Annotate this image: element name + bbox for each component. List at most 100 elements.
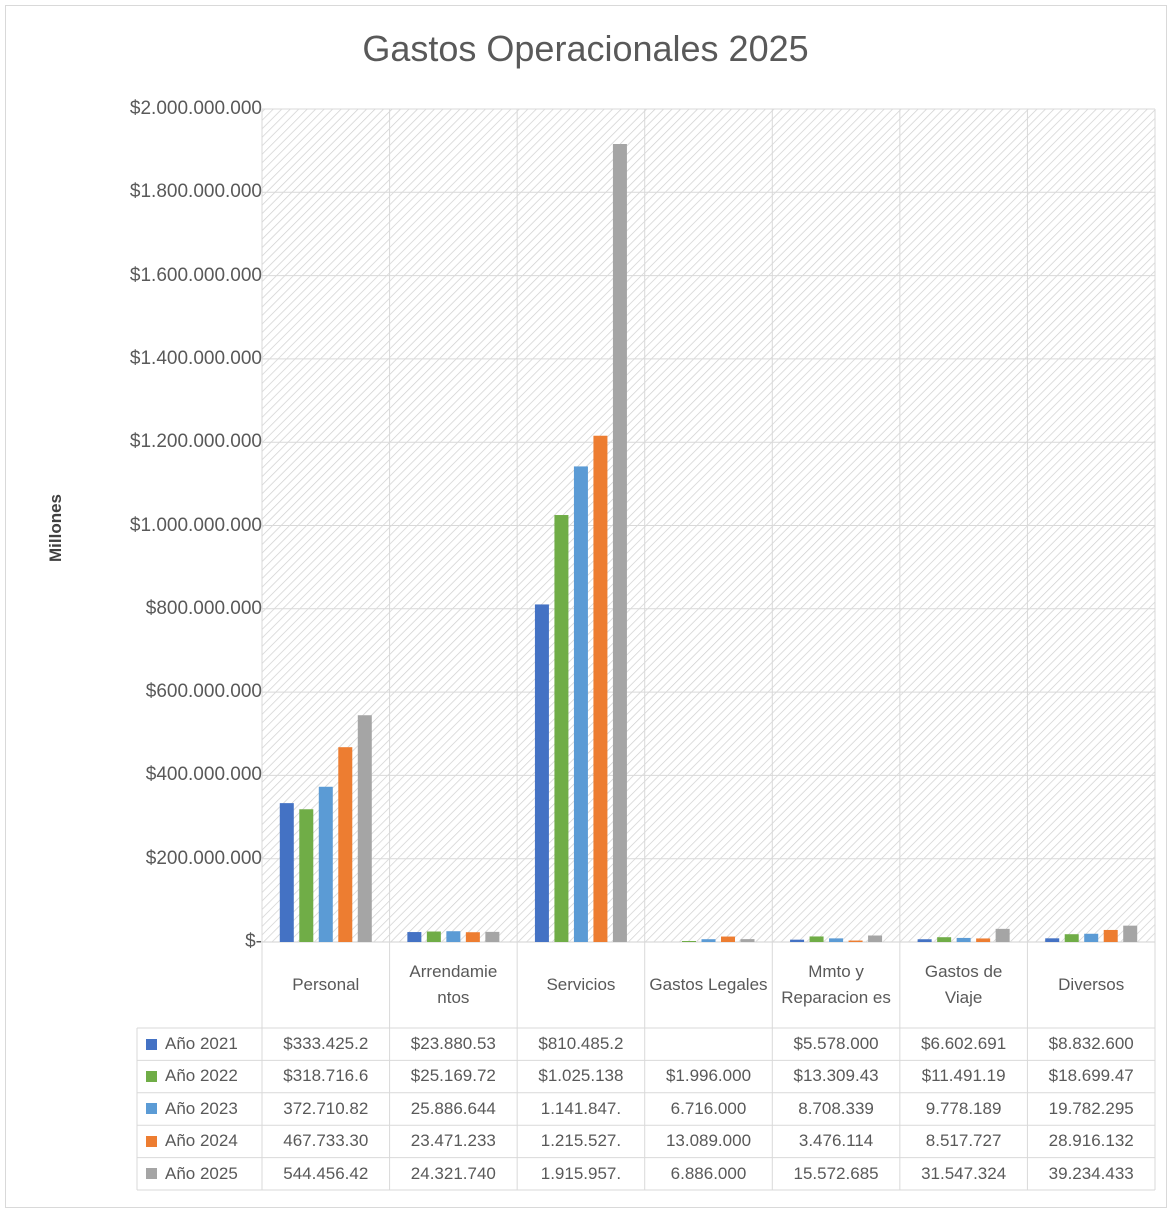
data-table-cell: 544.456.42 bbox=[283, 1163, 369, 1183]
x-tick-label: Servicios bbox=[546, 975, 616, 994]
bar bbox=[1123, 925, 1138, 942]
data-table-cell: 1.215.527. bbox=[540, 1131, 622, 1151]
legend-label: Año 2024 bbox=[165, 1131, 238, 1151]
data-table-cell: 6.886.000 bbox=[670, 1163, 747, 1183]
bar bbox=[848, 940, 863, 942]
bar bbox=[357, 715, 372, 942]
bar bbox=[682, 941, 696, 942]
legend-entry: Año 2025 bbox=[146, 1158, 238, 1190]
data-table-cell: 6.716.000 bbox=[670, 1098, 747, 1118]
bar bbox=[593, 435, 608, 942]
x-tick-label: Arrendamie ntos bbox=[409, 962, 498, 1007]
bar bbox=[1103, 929, 1118, 942]
bar bbox=[465, 932, 480, 942]
bar bbox=[829, 938, 844, 942]
data-table-cell: $810.485.2 bbox=[538, 1034, 624, 1053]
legend-swatch bbox=[146, 1103, 157, 1115]
legend-entry: Año 2023 bbox=[146, 1093, 238, 1125]
data-table-cell: $11.491.19 bbox=[921, 1066, 1006, 1086]
bar bbox=[279, 803, 294, 942]
x-tick-label: Mmto y Reparacion es bbox=[781, 962, 891, 1007]
data-table-cell: $8.832.600 bbox=[1048, 1034, 1134, 1053]
legend-label: Año 2025 bbox=[165, 1163, 238, 1183]
bar bbox=[937, 937, 952, 942]
bar bbox=[1064, 934, 1079, 942]
x-tick-label: Diversos bbox=[1058, 975, 1125, 994]
legend-label: Año 2023 bbox=[165, 1098, 238, 1118]
data-table-cell: $13.309.43 bbox=[793, 1066, 879, 1086]
x-tick-label: Gastos Legales bbox=[649, 975, 768, 994]
bar bbox=[318, 786, 333, 942]
data-table-cell: 9.778.189 bbox=[925, 1098, 1002, 1118]
bar bbox=[534, 604, 549, 942]
data-table-cell bbox=[645, 1028, 773, 1060]
legend-label: Año 2021 bbox=[165, 1034, 238, 1053]
legend-entry: Año 2024 bbox=[146, 1125, 238, 1157]
y-tick-label: $200.000.000 bbox=[145, 847, 262, 869]
y-tick-label: $- bbox=[245, 931, 262, 952]
legend-swatch bbox=[146, 1070, 157, 1082]
bar bbox=[701, 939, 716, 942]
bar bbox=[446, 931, 461, 942]
bar bbox=[976, 938, 991, 942]
data-table-cell: 372.710.82 bbox=[283, 1098, 369, 1118]
y-tick-label: $800.000.000 bbox=[145, 597, 262, 619]
y-tick-label: $1.600.000.000 bbox=[129, 264, 262, 286]
chart-frame bbox=[5, 5, 1167, 1208]
bar bbox=[426, 931, 441, 942]
bar bbox=[485, 931, 500, 942]
bar bbox=[790, 939, 805, 942]
data-table-cell: 24.321.740 bbox=[410, 1163, 496, 1183]
legend-entry: Año 2021 bbox=[146, 1028, 238, 1060]
data-table-cell: 13.089.000 bbox=[665, 1131, 752, 1151]
data-table-cell: 15.572.685 bbox=[793, 1163, 879, 1183]
bar bbox=[299, 809, 314, 942]
y-tick-label: $1.800.000.000 bbox=[129, 181, 262, 203]
bar bbox=[612, 144, 627, 942]
data-table-cell: $1.996.000 bbox=[665, 1066, 752, 1086]
x-tick-label: Gastos de Viaje bbox=[924, 962, 1003, 1007]
data-table-cell: $18.699.47 bbox=[1048, 1066, 1134, 1086]
data-table-cell: $5.578.000 bbox=[793, 1034, 879, 1053]
bar bbox=[721, 936, 735, 942]
bar bbox=[1084, 933, 1099, 942]
bar bbox=[809, 936, 824, 942]
chart-title: Gastos Operacionales 2025 bbox=[362, 28, 809, 69]
legend-entry: Año 2022 bbox=[146, 1060, 238, 1092]
bar bbox=[573, 466, 588, 942]
legend-label: Año 2022 bbox=[165, 1066, 238, 1086]
bar bbox=[1045, 938, 1060, 942]
bar bbox=[917, 939, 932, 942]
bar bbox=[740, 939, 755, 942]
bar bbox=[995, 928, 1010, 942]
legend-swatch bbox=[146, 1168, 157, 1180]
data-table-cell: 39.234.433 bbox=[1048, 1163, 1134, 1183]
data-table-cell: $6.602.691 bbox=[921, 1034, 1007, 1053]
y-tick-label: $600.000.000 bbox=[145, 681, 262, 703]
data-table-cell: 23.471.233 bbox=[410, 1131, 496, 1151]
data-table-cell: 8.708.339 bbox=[798, 1098, 874, 1118]
data-table-cell: 25.886.644 bbox=[410, 1098, 496, 1118]
data-table-cell: 1.141.847. bbox=[540, 1098, 622, 1118]
data-table-cell: 1.915.957. bbox=[540, 1163, 622, 1183]
y-tick-label: $1.000.000.000 bbox=[129, 514, 262, 536]
legend-swatch bbox=[146, 1135, 157, 1147]
data-table-cell: 3.476.114 bbox=[798, 1131, 874, 1151]
data-table-cell: $25.169.72 bbox=[410, 1066, 496, 1086]
bar bbox=[338, 747, 353, 942]
data-table-cell: 467.733.30 bbox=[283, 1131, 369, 1151]
data-table-cell: 8.517.727 bbox=[925, 1131, 1002, 1151]
bar bbox=[868, 935, 883, 942]
y-tick-label: $1.400.000.000 bbox=[129, 347, 262, 369]
bar bbox=[554, 515, 569, 942]
data-table-cell: $1.025.138 bbox=[538, 1066, 624, 1086]
legend-swatch bbox=[146, 1038, 157, 1050]
data-table-cell: 19.782.295 bbox=[1048, 1098, 1134, 1118]
data-table-cell: 31.547.324 bbox=[921, 1163, 1007, 1183]
bar bbox=[956, 937, 971, 942]
y-tick-label: $2.000.000.000 bbox=[129, 98, 262, 119]
y-tick-label: $400.000.000 bbox=[145, 764, 262, 786]
data-table-cell: $23.880.53 bbox=[410, 1034, 496, 1053]
x-tick-label: Personal bbox=[292, 975, 360, 994]
